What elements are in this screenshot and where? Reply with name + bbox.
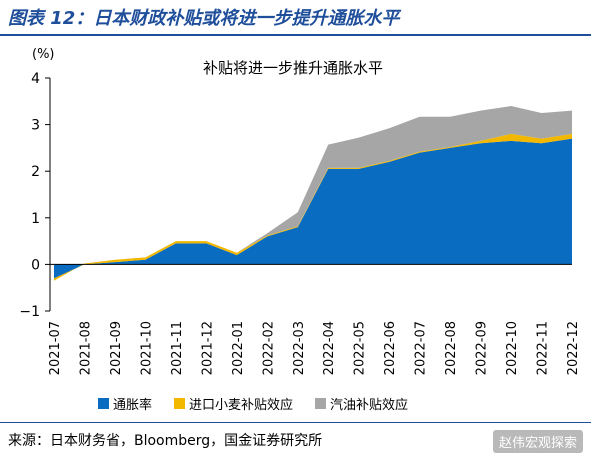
x-tick-label: 2022-12 [566, 321, 581, 375]
legend-item-wheat-subsidy: 进口小麦补贴效应 [174, 394, 293, 413]
chart-title: 补贴将进一步推升通胀水平 [203, 59, 383, 77]
source-divider [0, 422, 591, 423]
x-tick-label: 2022-03 [292, 321, 307, 375]
x-tick-label: 2022-07 [414, 321, 429, 375]
figure-title: 图表 12：日本财政补贴或将进一步提升通胀水平 [8, 8, 400, 29]
legend-label: 通胀率 [113, 398, 153, 413]
series-area-gasoline-subsidy [54, 106, 572, 281]
x-tick-label: 2022-01 [231, 321, 246, 375]
watermark-logo: 赵伟宏观探索 [492, 430, 583, 453]
labels-layer: 补贴将进一步推升通胀水平 (%) −1 0 1 2 3 4 2021-07 2021-08 2021… [19, 47, 581, 375]
y-tick-label: −1 [19, 304, 40, 320]
title-divider [0, 34, 591, 36]
y-tick-label: 3 [31, 118, 40, 134]
stacked-area-chart: 补贴将进一步推升通胀水平 (%) −1 0 1 2 3 4 2021-07 2021-08 2021… [19, 47, 581, 375]
legend-label: 汽油补贴效应 [330, 398, 409, 413]
x-tick-label: 2022-05 [353, 321, 368, 375]
legend-swatch [98, 398, 109, 409]
y-tick-label: 4 [31, 71, 40, 87]
x-tick-label: 2021-08 [79, 321, 94, 375]
x-tick-label: 2021-07 [48, 321, 63, 375]
legend: 通胀率 进口小麦补贴效应 汽油补贴效应 [98, 394, 430, 413]
x-tick-label: 2021-11 [170, 321, 185, 375]
x-tick-label: 2022-06 [383, 321, 398, 375]
areas-layer [50, 106, 572, 281]
axes-layer [45, 77, 51, 312]
x-tick-label: 2022-11 [536, 321, 551, 375]
x-tick-label: 2022-10 [505, 321, 520, 375]
legend-item-gasoline-subsidy: 汽油补贴效应 [315, 394, 408, 413]
series-area-inflation [54, 138, 572, 279]
x-tick-label: 2022-08 [444, 321, 459, 375]
source-note: 来源：日本财务省，Bloomberg，国金证券研究所 [8, 433, 323, 449]
legend-swatch [174, 398, 186, 409]
x-tick-label: 2021-12 [200, 321, 215, 375]
x-tick-label: 2021-10 [139, 321, 154, 375]
x-tick-label: 2021-09 [109, 321, 124, 375]
y-tick-label: 2 [31, 164, 40, 180]
legend-label: 进口小麦补贴效应 [189, 398, 294, 413]
legend-swatch [315, 398, 327, 409]
x-tick-label: 2022-02 [261, 321, 276, 375]
x-tick-label: 2022-04 [322, 321, 337, 375]
y-tick-label: 1 [31, 211, 40, 227]
y-tick-label: 0 [31, 257, 40, 273]
y-unit-label: (%) [32, 47, 55, 62]
x-tick-label: 2022-09 [475, 321, 490, 375]
legend-item-inflation: 通胀率 [98, 394, 152, 413]
